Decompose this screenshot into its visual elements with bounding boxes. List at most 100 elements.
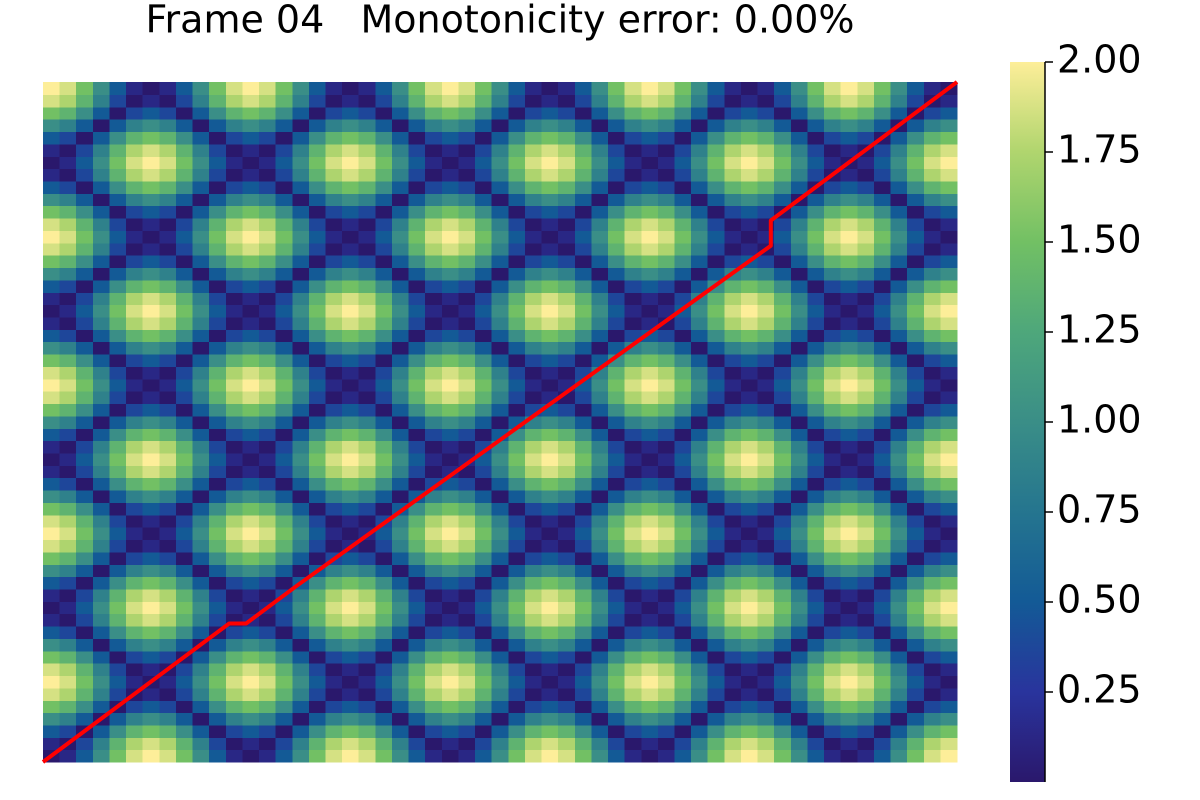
heat-cell	[608, 391, 626, 405]
heat-cell	[358, 576, 376, 590]
heat-cell	[43, 292, 61, 306]
heat-cell	[142, 354, 160, 367]
heat-cell	[142, 564, 160, 578]
heat-cell	[524, 341, 543, 355]
heat-cell	[790, 205, 809, 219]
heat-cell	[325, 601, 343, 615]
heat-cell	[375, 354, 393, 367]
heat-cell	[923, 638, 941, 652]
heat-cell	[408, 724, 426, 738]
heat-cell	[109, 551, 127, 565]
heat-cell	[126, 329, 144, 343]
heat-cell	[890, 490, 908, 503]
heat-cell	[508, 687, 526, 701]
heat-cell	[691, 218, 709, 231]
heat-cell	[707, 564, 725, 578]
heat-cell	[940, 477, 958, 491]
heat-cell	[175, 613, 194, 627]
heat-cell	[558, 415, 576, 429]
heat-cell	[408, 82, 426, 95]
heat-cell	[790, 576, 809, 590]
heat-cell	[940, 687, 958, 701]
heatmap	[43, 82, 958, 763]
heat-cell	[491, 193, 509, 207]
heat-cell	[491, 168, 509, 182]
heat-cell	[840, 218, 858, 231]
heat-cell	[691, 626, 709, 639]
heat-cell	[242, 440, 260, 454]
heat-cell	[76, 428, 94, 442]
heat-cell	[375, 391, 393, 405]
heat-cell	[59, 316, 77, 330]
heat-cell	[674, 687, 692, 701]
heat-cell	[292, 527, 310, 541]
colorbar-tick-label: 1.25	[1057, 308, 1142, 352]
heat-cell	[840, 131, 858, 145]
heat-cell	[109, 304, 127, 318]
heat-cell	[358, 514, 376, 528]
heat-cell	[691, 477, 709, 491]
heat-cell	[724, 156, 742, 170]
heat-cell	[907, 378, 925, 392]
heat-cell	[441, 564, 460, 578]
heat-cell	[674, 539, 692, 553]
heat-cell	[209, 415, 227, 429]
heat-cell	[92, 724, 111, 738]
heat-cell	[175, 428, 194, 442]
heat-cell	[375, 131, 393, 145]
heat-cell	[142, 341, 160, 355]
heat-cell	[907, 316, 925, 330]
heat-cell	[475, 415, 493, 429]
heat-cell	[242, 193, 260, 207]
heat-cell	[159, 156, 177, 170]
heat-cell	[259, 119, 277, 133]
heat-cell	[425, 452, 443, 466]
heat-cell	[192, 663, 210, 677]
heat-cell	[109, 650, 127, 664]
heat-cell	[740, 143, 759, 157]
heat-cell	[92, 700, 111, 714]
heat-cell	[475, 267, 493, 281]
heat-cell	[907, 539, 925, 553]
heat-cell	[441, 440, 460, 454]
heat-cell	[657, 490, 676, 503]
heat-cell	[325, 737, 343, 751]
heat-cell	[308, 613, 327, 627]
heat-cell	[757, 626, 775, 639]
heat-cell	[325, 292, 343, 306]
heat-cell	[524, 354, 543, 367]
heat-cell	[724, 564, 742, 578]
heat-cell	[608, 267, 626, 281]
heat-cell	[674, 700, 692, 714]
heat-cell	[192, 724, 210, 738]
heat-cell	[674, 527, 692, 541]
heat-cell	[43, 180, 61, 194]
heat-cell	[707, 415, 725, 429]
heat-cell	[824, 737, 842, 751]
heat-cell	[159, 415, 177, 429]
heat-cell	[873, 490, 892, 503]
heat-cell	[425, 366, 443, 380]
heat-cell	[707, 601, 725, 615]
heat-cell	[890, 650, 908, 664]
heat-cell	[524, 267, 543, 281]
heat-cell	[807, 279, 825, 293]
heat-cell	[441, 82, 460, 95]
heat-cell	[857, 267, 875, 281]
heat-cell	[92, 650, 111, 664]
heat-cell	[740, 613, 759, 627]
heat-cell	[59, 477, 77, 491]
heat-cell	[275, 601, 293, 615]
heat-cell	[408, 601, 426, 615]
heat-cell	[391, 564, 410, 578]
heat-cell	[292, 168, 310, 182]
heat-cell	[458, 94, 476, 108]
heat-cell	[225, 354, 244, 367]
heat-cell	[857, 650, 875, 664]
heat-cell	[840, 687, 858, 701]
heat-cell	[907, 465, 925, 479]
heat-cell	[824, 650, 842, 664]
heat-cell	[358, 119, 376, 133]
heat-cell	[159, 94, 177, 108]
heat-cell	[724, 490, 742, 503]
